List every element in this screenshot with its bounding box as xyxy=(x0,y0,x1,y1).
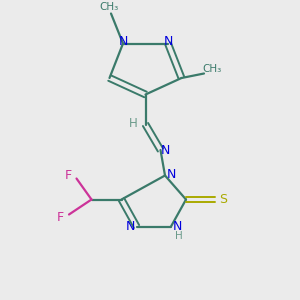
Text: S: S xyxy=(219,193,227,206)
Text: N: N xyxy=(118,34,128,48)
Text: N: N xyxy=(163,34,173,48)
Text: N: N xyxy=(166,167,176,181)
Text: N: N xyxy=(173,220,182,233)
Text: CH₃: CH₃ xyxy=(202,64,222,74)
Text: F: F xyxy=(64,169,72,182)
Text: F: F xyxy=(57,211,64,224)
Text: H: H xyxy=(128,116,137,130)
Text: H: H xyxy=(175,231,183,241)
Text: N: N xyxy=(126,220,135,233)
Text: CH₃: CH₃ xyxy=(100,2,119,12)
Text: N: N xyxy=(161,143,171,157)
